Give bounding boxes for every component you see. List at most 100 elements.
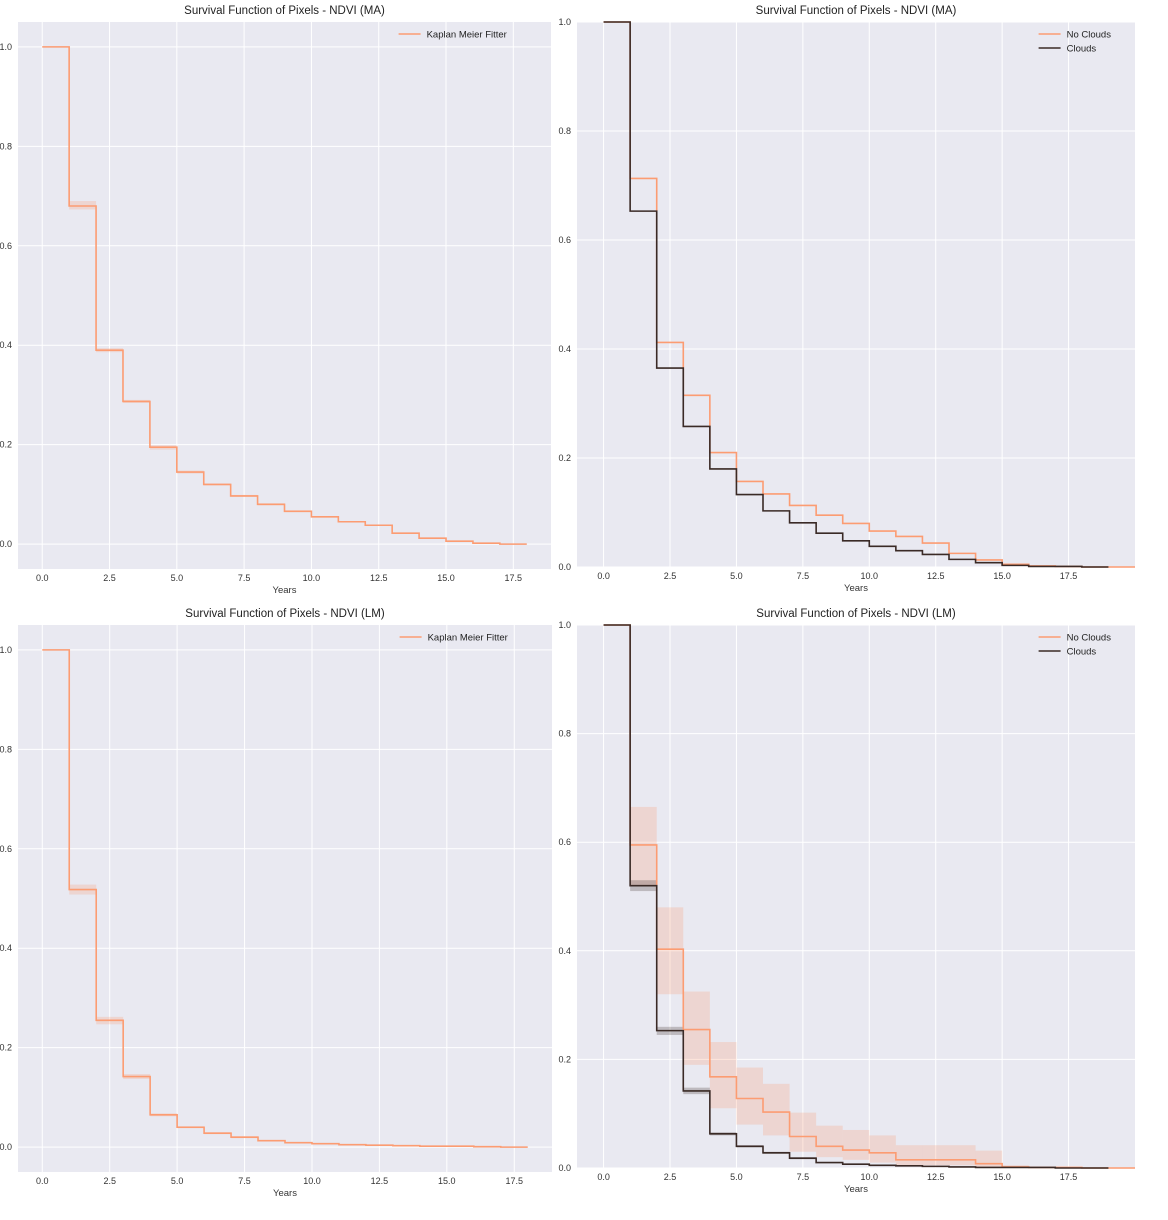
x-tick-label: 5.0 [171, 573, 184, 583]
chart-panel-2: 0.0 2.5 5.0 7.5 10.0 12.5 15.0 17.5 0.0 0.2 0.4 0.6… [558, 5, 1135, 594]
chart-title: Survival Function of Pixels - NDVI (LM) [185, 608, 385, 620]
x-tick-label: 15.0 [438, 1176, 456, 1186]
legend-label: Clouds [1067, 44, 1097, 55]
x-tick-label: 12.5 [370, 573, 388, 583]
ci-segment [789, 1112, 817, 1152]
y-tick-label: 0.8 [558, 729, 571, 739]
y-tick-label: 0.0 [558, 562, 571, 572]
x-tick-label: 10.0 [861, 1172, 879, 1182]
y-tick-label: 1.0 [0, 645, 12, 655]
x-tick-label: 5.0 [171, 1176, 184, 1186]
x-tick-label: 17.5 [505, 1176, 523, 1186]
series-line-1 [42, 649, 528, 1148]
x-tick-label: 0.0 [597, 1172, 610, 1182]
y-tick-label: 0.6 [558, 235, 571, 245]
y-tick-label: 0.4 [0, 340, 12, 350]
y-tick-label: 0.0 [0, 1142, 12, 1152]
legend: No Clouds Clouds [1038, 30, 1112, 55]
x-axis-label: Years [844, 1184, 868, 1195]
x-tick-label: 7.5 [238, 1176, 251, 1186]
ci-segment [763, 1083, 790, 1136]
x-axis-label: Years [273, 585, 297, 596]
y-tick-label: 0.4 [558, 344, 571, 354]
legend: Kaplan Meier Fitter [399, 633, 508, 644]
legend-label: Clouds [1067, 647, 1097, 658]
chart-panel-4: 0.0 2.5 5.0 7.5 10.0 12.5 15.0 17.5 0.0 0.2 0.4 0.6… [558, 608, 1135, 1195]
y-tick-label: 1.0 [558, 17, 571, 27]
legend-label: No Clouds [1067, 30, 1112, 41]
chart-panel-1: 0.0 2.5 5.0 7.5 10.0 12.5 15.0 17.5 0.0 0.2 0.4 0.6… [0, 5, 551, 596]
y-tick-label: 0.8 [0, 744, 12, 754]
y-tick-label: 0.6 [0, 844, 12, 854]
legend-label: Kaplan Meier Fitter [427, 30, 507, 41]
ci-segment [949, 1145, 976, 1166]
x-tick-label: 17.5 [1060, 1172, 1078, 1182]
y-tick-label: 1.0 [558, 620, 571, 630]
y-tick-label: 0.6 [0, 241, 12, 251]
legend: No Clouds Clouds [1038, 633, 1112, 658]
x-tick-label: 12.5 [371, 1176, 389, 1186]
x-tick-label: 17.5 [1060, 571, 1078, 581]
ci-segment [736, 1067, 763, 1125]
x-tick-label: 15.0 [993, 1172, 1011, 1182]
plot-background [577, 22, 1135, 567]
ci-segment [842, 1129, 870, 1160]
x-tick-label: 12.5 [927, 1172, 945, 1182]
x-tick-label: 2.5 [103, 1176, 116, 1186]
x-axis-label: Years [273, 1188, 297, 1199]
x-tick-label: 17.5 [505, 573, 523, 583]
ci-segment [709, 1042, 737, 1109]
series-line-1 [42, 46, 527, 545]
x-tick-label: 5.0 [730, 571, 743, 581]
y-tick-label: 0.4 [0, 943, 12, 953]
legend-label: No Clouds [1067, 633, 1112, 644]
ci-segment [816, 1125, 843, 1158]
chart-panel-3: 0.0 2.5 5.0 7.5 10.0 12.5 15.0 17.5 0.0 0.2 0.4 0.6… [0, 608, 552, 1199]
y-tick-label: 0.2 [0, 1043, 12, 1053]
x-tick-label: 2.5 [664, 571, 677, 581]
y-tick-label: 0.0 [558, 1163, 571, 1173]
y-tick-label: 0.8 [558, 126, 571, 136]
chart-title: Survival Function of Pixels - NDVI (LM) [756, 608, 956, 620]
x-tick-label: 0.0 [36, 573, 49, 583]
legend: Kaplan Meier Fitter [398, 30, 507, 41]
x-axis-label: Years [844, 583, 868, 594]
x-tick-label: 12.5 [927, 571, 945, 581]
ci-segment [895, 1145, 923, 1166]
series-line-2 [603, 21, 1109, 568]
y-tick-label: 0.0 [0, 539, 12, 549]
series-line-2 [603, 624, 1109, 1169]
x-tick-label: 0.0 [36, 1176, 49, 1186]
x-tick-label: 15.0 [993, 571, 1011, 581]
plot-background [18, 22, 551, 569]
y-tick-label: 0.8 [0, 141, 12, 151]
x-tick-label: 0.0 [597, 571, 610, 581]
x-tick-label: 10.0 [303, 573, 321, 583]
chart-title: Survival Function of Pixels - NDVI (MA) [756, 5, 957, 17]
x-tick-label: 2.5 [664, 1172, 677, 1182]
ci-segment [869, 1135, 896, 1163]
legend-label: Kaplan Meier Fitter [428, 633, 508, 644]
y-tick-label: 0.2 [558, 1054, 571, 1064]
ci-segment [683, 991, 710, 1065]
x-tick-label: 10.0 [303, 1176, 321, 1186]
plot-background [577, 625, 1135, 1168]
x-tick-label: 7.5 [797, 571, 810, 581]
x-tick-label: 10.0 [861, 571, 879, 581]
x-tick-label: 7.5 [797, 1172, 810, 1182]
y-tick-label: 1.0 [0, 42, 12, 52]
x-tick-label: 2.5 [103, 573, 116, 583]
confidence-band [603, 625, 1135, 1169]
y-tick-label: 0.2 [0, 440, 12, 450]
plot-background [18, 625, 552, 1172]
ci-segment [975, 1150, 1003, 1167]
ci-segment [656, 907, 684, 995]
x-tick-label: 5.0 [730, 1172, 743, 1182]
y-tick-label: 0.6 [558, 837, 571, 847]
chart-title: Survival Function of Pixels - NDVI (MA) [184, 5, 385, 17]
y-tick-label: 0.2 [558, 453, 571, 463]
y-tick-label: 0.4 [558, 946, 571, 956]
x-tick-label: 15.0 [437, 573, 455, 583]
x-tick-label: 7.5 [238, 573, 251, 583]
